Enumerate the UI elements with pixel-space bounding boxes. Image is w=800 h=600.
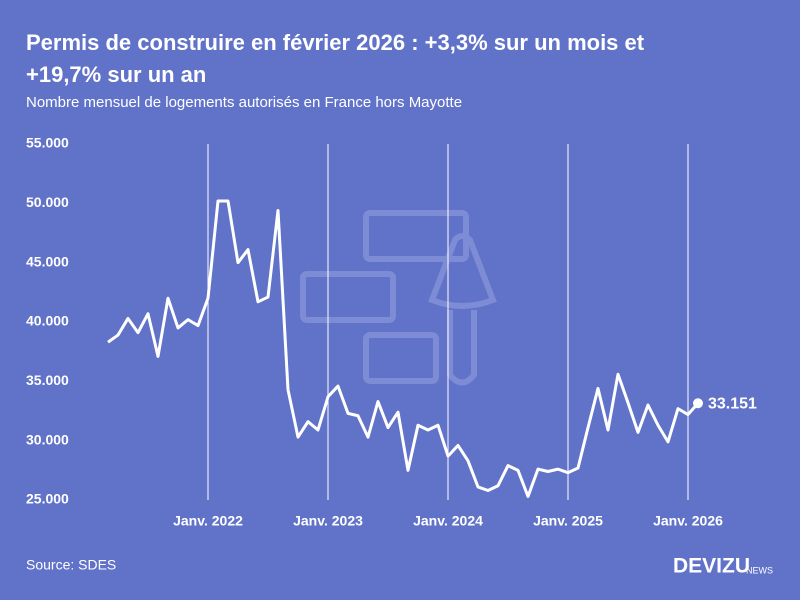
y-tick-label: 40.000	[26, 313, 69, 329]
brand-suffix: NEWS	[746, 565, 773, 575]
value-label: 33.151	[708, 395, 757, 412]
chart-subtitle: Nombre mensuel de logements autorisés en…	[26, 94, 462, 111]
x-tick-label: Janv. 2022	[173, 513, 243, 529]
y-tick-label: 55.000	[26, 135, 69, 151]
y-tick-label: 25.000	[26, 491, 69, 507]
x-tick-label: Janv. 2023	[293, 513, 363, 529]
chart-title: Permis de construire en février 2026 : +…	[26, 30, 645, 55]
y-tick-label: 35.000	[26, 372, 69, 388]
x-tick-label: Janv. 2024	[413, 513, 483, 529]
x-tick-label: Janv. 2025	[533, 513, 603, 529]
brand: DEVIZU	[673, 555, 750, 578]
watermark	[300, 210, 497, 386]
source: Source: SDES	[26, 557, 116, 573]
y-tick-label: 30.000	[26, 431, 69, 447]
chart-title: +19,7% sur un an	[26, 62, 206, 87]
line	[107, 199, 700, 498]
y-tick-label: 50.000	[26, 194, 69, 210]
x-tick-label: Janv. 2026	[653, 513, 723, 529]
end-point	[693, 398, 703, 409]
y-tick-label: 45.000	[26, 253, 69, 269]
